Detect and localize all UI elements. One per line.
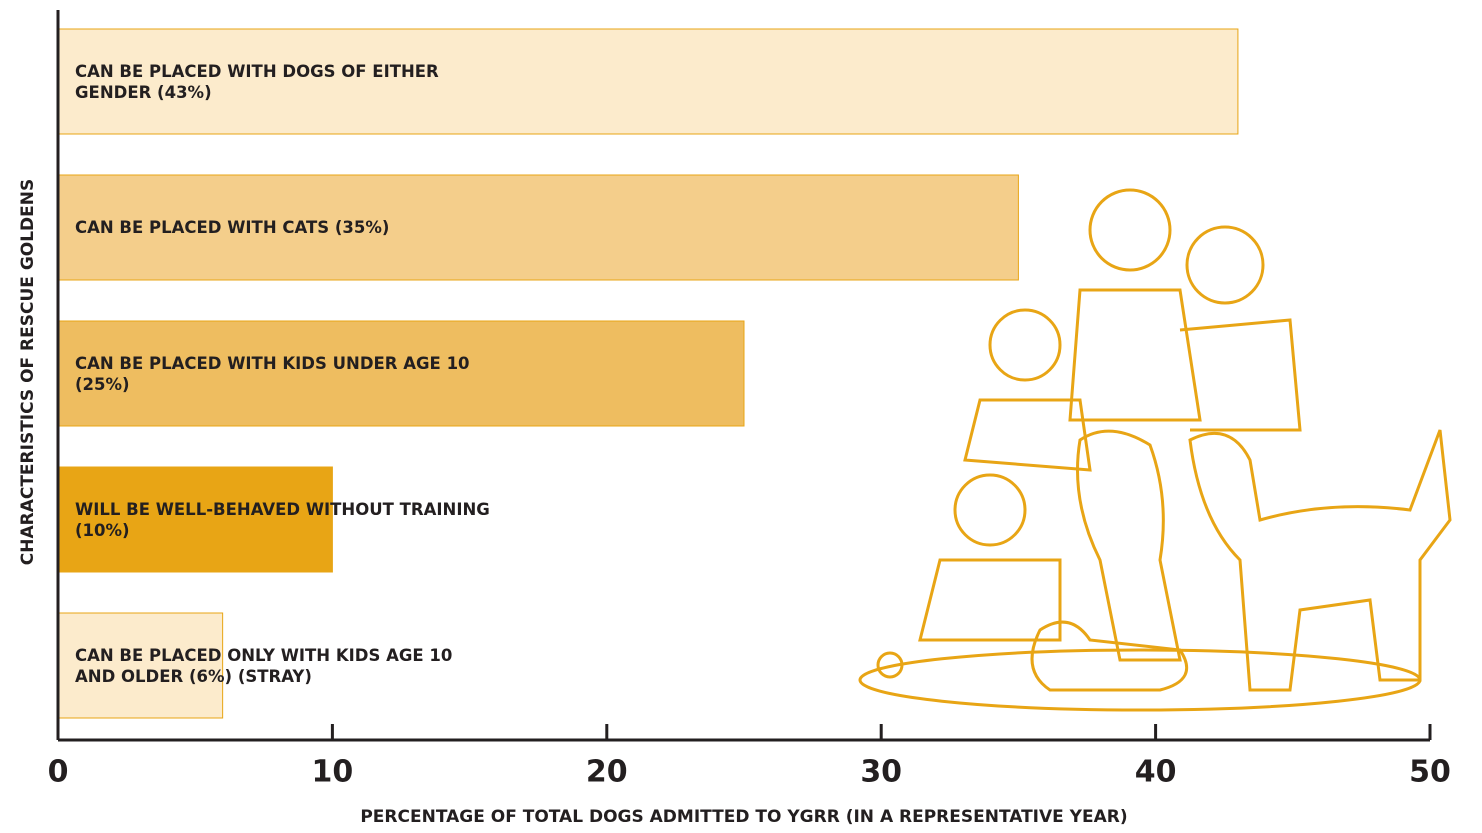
bar (57, 28, 1239, 135)
x-tick-label: 20 (586, 755, 628, 790)
bar-label: CAN BE PLACED WITH KIDS UNDER AGE 10 (25… (75, 353, 470, 394)
bar-label: CAN BE PLACED WITH DOGS OF EITHER GENDER… (75, 61, 439, 102)
bar-label: CAN BE PLACED ONLY WITH KIDS AGE 10 AND … (75, 645, 453, 686)
illustration (858, 188, 1452, 712)
x-tick-label: 40 (1135, 755, 1177, 790)
x-tick-label: 10 (312, 755, 354, 790)
x-tick-label: 50 (1409, 755, 1451, 790)
x-axis-label: PERCENTAGE OF TOTAL DOGS ADMITTED TO YGR… (360, 807, 1127, 827)
bar (57, 174, 1019, 281)
bar-label: WILL BE WELL-BEHAVED WITHOUT TRAINING (1… (75, 499, 490, 540)
bar (57, 466, 333, 573)
y-axis-label: CHARACTERISTICS OF RESCUE GOLDENS (18, 179, 38, 566)
bar-label: CAN BE PLACED WITH CATS (35%) (75, 218, 390, 237)
bar (57, 320, 745, 427)
x-tick-label: 30 (860, 755, 902, 790)
x-tick-label: 0 (48, 755, 69, 790)
